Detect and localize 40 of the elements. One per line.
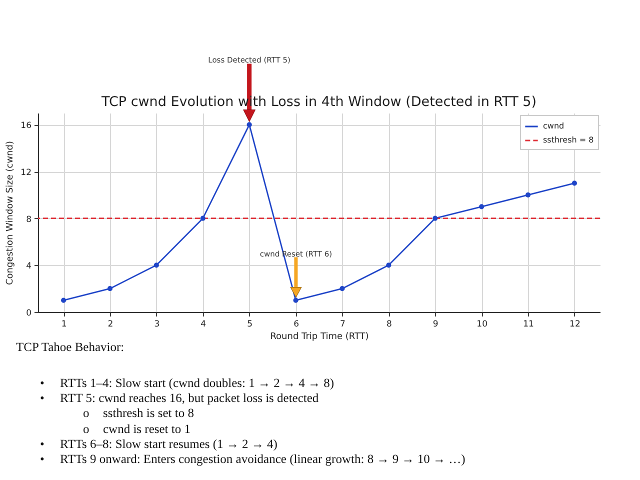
legend-label: cwnd — [543, 122, 564, 130]
x-tick-label: 7 — [340, 320, 346, 330]
y-tick-label: 0 — [26, 308, 32, 318]
y-tick-label: 4 — [26, 262, 32, 272]
point — [246, 122, 252, 128]
legend-label: ssthresh = 8 — [543, 136, 594, 144]
text: o cwnd is reset to 1 — [83, 422, 190, 437]
point — [525, 192, 531, 198]
x-tick-label: 6 — [294, 320, 299, 330]
text: • RTT 5: cwnd reaches 16, but packet loss is detected — [40, 391, 319, 406]
text: • RTTs 6–8: Slow start resumes (1 → 2 → 4) — [40, 436, 278, 451]
point — [386, 262, 392, 268]
x-tick-label: 4 — [200, 320, 206, 330]
x-tick-label: 10 — [476, 320, 488, 330]
point — [432, 216, 438, 221]
x-tick-label: 8 — [386, 320, 392, 330]
x-tick-label: 11 — [523, 320, 534, 330]
x-tick-label: 1 — [61, 320, 67, 330]
y-tick-label: 8 — [26, 214, 32, 225]
x-tick-label: 3 — [154, 320, 160, 330]
point — [572, 180, 578, 186]
x-axis-title: Round Trip Time (RTT) — [270, 332, 369, 342]
x-tick-label: 2 — [108, 320, 114, 330]
text: • RTTs 9 onward: Enters congestion avoidance (linear growth: 8 → 9 → 10 → …) — [40, 452, 466, 466]
x-tick-label: 5 — [247, 320, 253, 330]
x-tick-label: 12 — [570, 320, 580, 330]
point — [293, 298, 298, 303]
point — [479, 204, 484, 210]
point — [200, 216, 206, 221]
point — [60, 298, 66, 303]
y-tick-label: 16 — [20, 121, 32, 132]
text: TCP Tahoe Behavior: — [16, 340, 124, 354]
y-axis-title: Congestion Window Size (cwnd) — [6, 141, 16, 285]
x-tick-label: 9 — [432, 320, 438, 330]
point — [107, 286, 113, 292]
text: o ssthresh is set to 8 — [83, 406, 194, 422]
text: • RTTs 1–4: Slow start (cwnd doubles: 1 → 2 → 4 → 8) — [40, 376, 334, 390]
y-tick-label: 12 — [20, 168, 32, 178]
point — [340, 286, 345, 292]
point — [154, 262, 159, 268]
